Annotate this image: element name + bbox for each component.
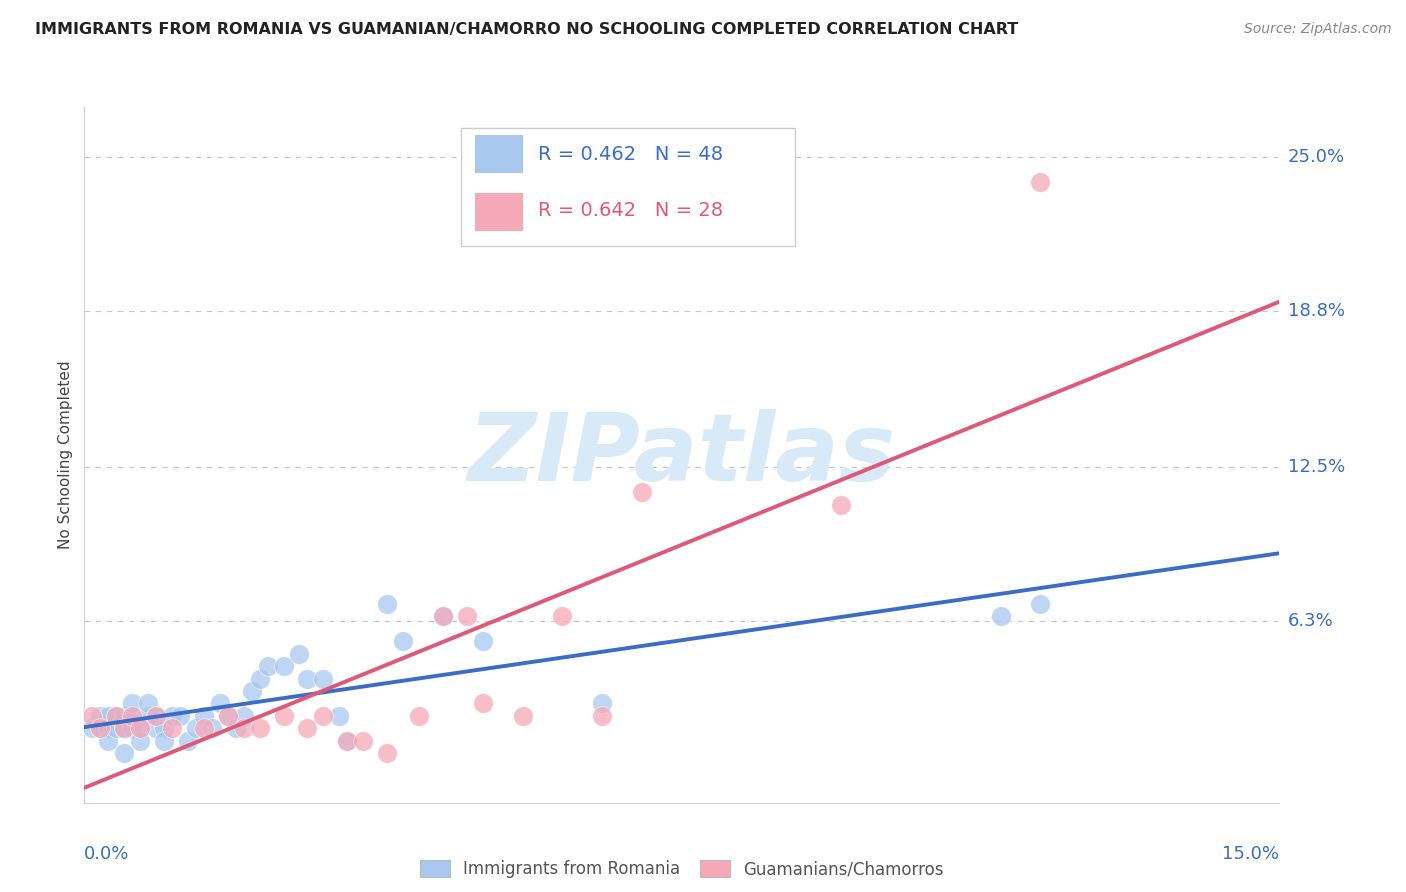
Point	[153, 733, 176, 747]
Point	[312, 708, 335, 723]
FancyBboxPatch shape	[461, 128, 796, 246]
Point	[208, 697, 231, 711]
Point	[153, 721, 176, 735]
Point	[297, 672, 319, 686]
Point	[184, 721, 207, 735]
Point	[136, 708, 159, 723]
Point	[105, 721, 128, 735]
Point	[240, 684, 263, 698]
Point	[112, 746, 135, 760]
Point	[232, 708, 254, 723]
Point	[145, 721, 167, 735]
Y-axis label: No Schooling Completed: No Schooling Completed	[58, 360, 73, 549]
Point	[97, 721, 120, 735]
Point	[193, 721, 215, 735]
Point	[830, 498, 852, 512]
Point	[990, 609, 1012, 624]
Point	[471, 634, 494, 648]
Point	[217, 708, 239, 723]
Point	[432, 609, 454, 624]
Point	[112, 721, 135, 735]
Point	[312, 672, 335, 686]
Text: 12.5%: 12.5%	[1288, 458, 1346, 476]
Point	[432, 609, 454, 624]
Point	[129, 721, 152, 735]
Point	[249, 721, 271, 735]
Point	[177, 733, 200, 747]
Point	[112, 708, 135, 723]
Text: ZIPatlas: ZIPatlas	[468, 409, 896, 501]
Point	[97, 733, 120, 747]
Point	[232, 721, 254, 735]
Point	[256, 659, 278, 673]
Point	[591, 697, 613, 711]
Point	[512, 708, 534, 723]
Point	[129, 721, 152, 735]
FancyBboxPatch shape	[475, 193, 523, 231]
Point	[169, 708, 191, 723]
Point	[375, 597, 398, 611]
Point	[160, 721, 183, 735]
Point	[121, 708, 143, 723]
Point	[273, 659, 295, 673]
Point	[121, 708, 143, 723]
Text: 25.0%: 25.0%	[1288, 148, 1346, 166]
Point	[217, 708, 239, 723]
Point	[89, 721, 111, 735]
Text: IMMIGRANTS FROM ROMANIA VS GUAMANIAN/CHAMORRO NO SCHOOLING COMPLETED CORRELATION: IMMIGRANTS FROM ROMANIA VS GUAMANIAN/CHA…	[35, 22, 1018, 37]
Point	[82, 708, 104, 723]
Point	[456, 609, 478, 624]
Point	[129, 733, 152, 747]
Point	[1029, 597, 1052, 611]
Point	[121, 697, 143, 711]
Point	[336, 733, 359, 747]
Point	[145, 708, 167, 723]
Point	[392, 634, 415, 648]
Point	[121, 721, 143, 735]
Point	[105, 708, 128, 723]
Point	[288, 647, 311, 661]
Point	[105, 708, 128, 723]
Point	[551, 609, 574, 624]
Point	[375, 746, 398, 760]
Point	[82, 721, 104, 735]
Legend: Immigrants from Romania, Guamanians/Chamorros: Immigrants from Romania, Guamanians/Cham…	[413, 854, 950, 885]
Text: R = 0.462   N = 48: R = 0.462 N = 48	[538, 145, 724, 164]
Point	[89, 708, 111, 723]
Point	[145, 708, 167, 723]
Point	[136, 697, 159, 711]
Point	[249, 672, 271, 686]
Point	[1029, 175, 1052, 189]
Text: 0.0%: 0.0%	[84, 845, 129, 863]
Point	[352, 733, 374, 747]
Point	[328, 708, 350, 723]
FancyBboxPatch shape	[475, 135, 523, 173]
Text: Source: ZipAtlas.com: Source: ZipAtlas.com	[1244, 22, 1392, 37]
Point	[591, 708, 613, 723]
Point	[112, 721, 135, 735]
Point	[336, 733, 359, 747]
Text: 6.3%: 6.3%	[1288, 613, 1333, 631]
Point	[201, 721, 224, 735]
Point	[273, 708, 295, 723]
Point	[225, 721, 247, 735]
Point	[193, 708, 215, 723]
Point	[297, 721, 319, 735]
Point	[631, 485, 654, 500]
Text: 15.0%: 15.0%	[1222, 845, 1279, 863]
Point	[160, 708, 183, 723]
Text: R = 0.642   N = 28: R = 0.642 N = 28	[538, 201, 724, 219]
Point	[97, 708, 120, 723]
Point	[408, 708, 430, 723]
Text: 18.8%: 18.8%	[1288, 301, 1344, 320]
Point	[89, 721, 111, 735]
Point	[471, 697, 494, 711]
